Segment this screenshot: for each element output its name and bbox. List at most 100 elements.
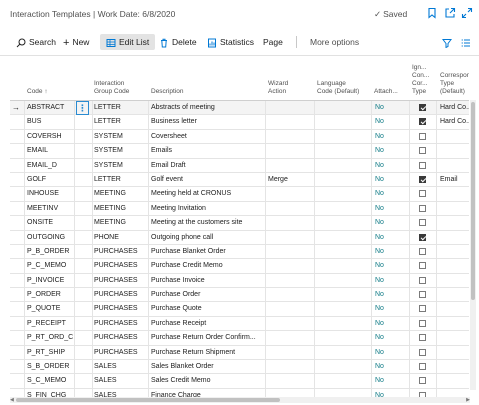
- code-cell[interactable]: P_RT_ORD_C: [27, 334, 73, 342]
- attachment-cell[interactable]: No: [375, 161, 384, 169]
- correspondence-type-cell[interactable]: [440, 317, 469, 331]
- description-cell[interactable]: Meeting Invitation: [151, 204, 206, 212]
- code-cell[interactable]: P_QUOTE: [27, 305, 61, 313]
- group-code-cell[interactable]: MEETING: [94, 190, 126, 198]
- table-row[interactable]: EMAIL_D SYSTEM Email Draft No: [10, 158, 469, 173]
- column-header-group[interactable]: Interaction Group Code: [94, 80, 130, 95]
- table-row[interactable]: P_RT_ORD_C PURCHASES Purchase Return Order…: [10, 331, 469, 346]
- group-code-cell[interactable]: PURCHASES: [94, 291, 138, 299]
- wizard-action-cell[interactable]: [268, 346, 313, 360]
- correspondence-type-cell[interactable]: [440, 346, 469, 360]
- table-row[interactable]: P_C_MEMO PURCHASES Purchase Credit Memo No: [10, 259, 469, 274]
- ignore-checkbox[interactable]: [419, 262, 426, 270]
- wizard-action-cell[interactable]: [268, 101, 313, 115]
- column-header-correspondence[interactable]: Correspon...Type(Default): [440, 72, 469, 95]
- ignore-checkbox[interactable]: [419, 219, 426, 227]
- table-row[interactable]: S_C_MEMO SALES Sales Credit Memo No: [10, 374, 469, 389]
- ignore-checkbox[interactable]: [419, 348, 426, 356]
- list-view-icon[interactable]: [461, 38, 471, 48]
- correspondence-type-cell[interactable]: [440, 231, 469, 245]
- code-cell[interactable]: S_B_ORDER: [27, 363, 70, 371]
- code-cell[interactable]: P_RT_SHIP: [27, 348, 65, 356]
- code-cell[interactable]: P_RECEIPT: [27, 319, 66, 327]
- description-cell[interactable]: Finance Charge: [151, 391, 201, 398]
- attachment-cell[interactable]: No: [375, 276, 384, 284]
- ignore-checkbox[interactable]: [419, 305, 426, 313]
- correspondence-type-cell[interactable]: [440, 216, 469, 230]
- attachment-cell[interactable]: No: [375, 262, 384, 270]
- table-row[interactable]: P_QUOTE PURCHASES Purchase Quote No: [10, 302, 469, 317]
- code-cell[interactable]: GOLF: [27, 175, 47, 183]
- attachment-cell[interactable]: No: [375, 247, 384, 255]
- description-cell[interactable]: Purchase Blanket Order: [151, 247, 226, 255]
- horizontal-scrollbar[interactable]: ◀ ▶: [10, 397, 470, 403]
- table-row[interactable]: ONSITE MEETING Meeting at the customers si…: [10, 216, 469, 231]
- description-cell[interactable]: Sales Blanket Order: [151, 363, 214, 371]
- attachment-cell[interactable]: No: [375, 305, 384, 313]
- wizard-action-cell[interactable]: [268, 231, 313, 245]
- attachment-cell[interactable]: No: [375, 219, 384, 227]
- table-row[interactable]: S_FIN_CHG SALES Finance Charge No: [10, 388, 469, 398]
- row-actions-icon[interactable]: ⋮: [76, 101, 89, 115]
- correspondence-type-cell[interactable]: [440, 130, 469, 144]
- statistics-button[interactable]: Statistics: [207, 34, 254, 50]
- code-cell[interactable]: S_FIN_CHG: [27, 391, 67, 398]
- correspondence-type-cell[interactable]: [440, 360, 469, 374]
- attachment-cell[interactable]: No: [375, 132, 384, 140]
- correspondence-type-cell[interactable]: Email: [440, 175, 458, 183]
- correspondence-type-cell[interactable]: Hard Co...: [440, 118, 469, 126]
- ignore-checkbox[interactable]: [419, 247, 426, 255]
- wizard-action-cell[interactable]: [268, 216, 313, 230]
- expand-icon[interactable]: [461, 7, 473, 19]
- table-row[interactable]: P_ORDER PURCHASES Purchase Order No: [10, 288, 469, 303]
- attachment-cell[interactable]: No: [375, 147, 384, 155]
- group-code-cell[interactable]: PURCHASES: [94, 334, 138, 342]
- table-row[interactable]: → ⋮ ABSTRACT LETTER Abstracts of meeting No Ha…: [10, 101, 469, 116]
- attachment-cell[interactable]: No: [375, 233, 384, 241]
- table-row[interactable]: BUS LETTER Business letter No Hard Co...: [10, 115, 469, 130]
- group-code-cell[interactable]: PURCHASES: [94, 319, 138, 327]
- code-cell[interactable]: BUS: [27, 118, 42, 126]
- attachment-cell[interactable]: No: [375, 291, 384, 299]
- group-code-cell[interactable]: PURCHASES: [94, 276, 138, 284]
- group-code-cell[interactable]: PURCHASES: [94, 247, 138, 255]
- description-cell[interactable]: Outgoing phone call: [151, 233, 214, 241]
- wizard-action-cell[interactable]: [268, 317, 313, 331]
- table-row[interactable]: S_B_ORDER SALES Sales Blanket Order No: [10, 360, 469, 375]
- filter-icon[interactable]: [442, 38, 452, 48]
- table-row[interactable]: P_INVOICE PURCHASES Purchase Invoice No: [10, 273, 469, 289]
- column-header-wizard[interactable]: Wizard Action: [268, 80, 289, 95]
- wizard-action-cell[interactable]: [268, 202, 313, 216]
- group-code-cell[interactable]: PURCHASES: [94, 348, 138, 356]
- column-header-ignore[interactable]: Ign... Con... Cor... Type: [412, 64, 430, 95]
- code-cell[interactable]: EMAIL_D: [27, 161, 57, 169]
- column-header-attach[interactable]: Attach...: [374, 88, 398, 95]
- attachment-cell[interactable]: No: [375, 319, 384, 327]
- code-cell[interactable]: EMAIL: [27, 147, 49, 155]
- page-menu-button[interactable]: Page: [263, 34, 283, 50]
- code-cell[interactable]: MEETINV: [27, 204, 59, 212]
- group-code-cell[interactable]: LETTER: [94, 104, 121, 111]
- group-code-cell[interactable]: LETTER: [94, 175, 121, 183]
- correspondence-type-cell[interactable]: [440, 144, 469, 158]
- description-cell[interactable]: Purchase Return Order Confirm...: [151, 334, 256, 342]
- wizard-action-cell[interactable]: [268, 159, 313, 173]
- code-cell[interactable]: OUTGOING: [27, 233, 66, 241]
- table-row[interactable]: COVERSH SYSTEM Coversheet No: [10, 129, 469, 145]
- wizard-action-cell[interactable]: [268, 187, 313, 201]
- group-code-cell[interactable]: PHONE: [94, 233, 119, 241]
- ignore-checkbox[interactable]: [419, 291, 426, 299]
- attachment-cell[interactable]: No: [375, 175, 384, 183]
- attachment-cell[interactable]: No: [375, 363, 384, 371]
- group-code-cell[interactable]: SYSTEM: [94, 132, 123, 140]
- description-cell[interactable]: Meeting held at CRONUS: [151, 190, 232, 198]
- description-cell[interactable]: Coversheet: [151, 132, 187, 140]
- correspondence-type-cell[interactable]: [440, 374, 469, 388]
- ignore-checkbox[interactable]: [419, 132, 426, 140]
- attachment-cell[interactable]: No: [375, 377, 384, 385]
- attachment-cell[interactable]: No: [375, 118, 384, 126]
- wizard-action-cell[interactable]: [268, 245, 313, 259]
- wizard-action-cell[interactable]: Merge: [268, 175, 288, 183]
- description-cell[interactable]: Emails: [151, 147, 173, 155]
- group-code-cell[interactable]: LETTER: [94, 118, 121, 126]
